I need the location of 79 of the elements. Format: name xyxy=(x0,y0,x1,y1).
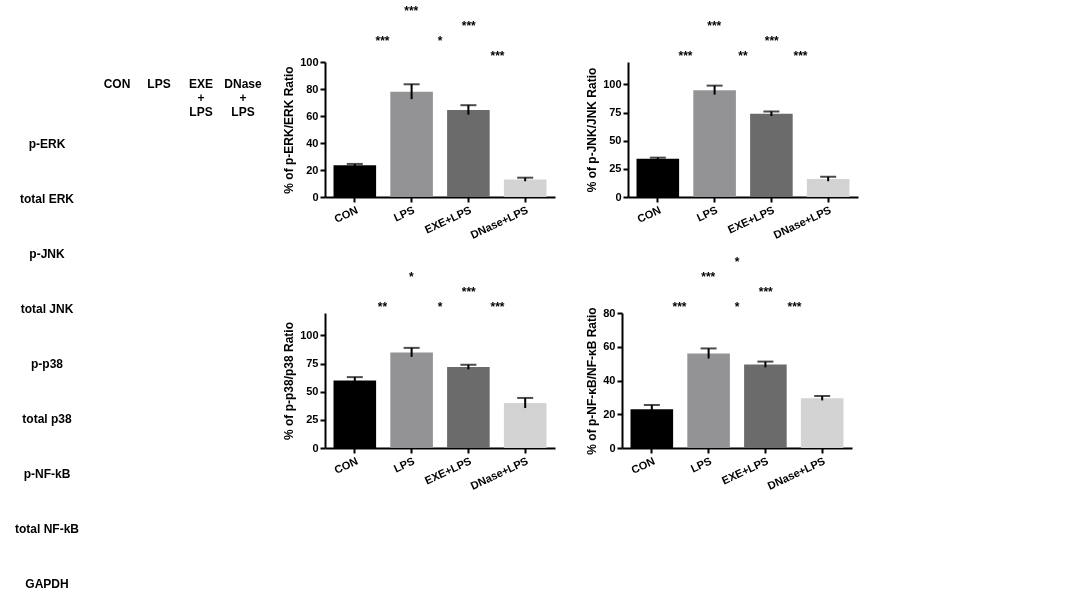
x-tick-label: LPS xyxy=(694,203,720,224)
y-tick-label: 75 xyxy=(306,357,319,370)
category-label: p-p38 xyxy=(30,357,64,371)
y-tick-label: 25 xyxy=(306,413,319,426)
annotation: *** xyxy=(490,300,505,314)
y-tick-label: 100 xyxy=(603,78,622,90)
annotation: *** xyxy=(672,300,687,314)
text: *** xyxy=(764,34,780,48)
annotation: * xyxy=(437,300,443,314)
x-tick-label: CON xyxy=(635,203,663,225)
annotation: *** xyxy=(490,49,505,63)
y-tick-label: 40 xyxy=(603,374,616,386)
y-tick-label: 60 xyxy=(306,109,319,122)
category-label: p-ERK xyxy=(28,137,66,151)
category-label: total NF-kB xyxy=(15,522,79,536)
y-tick-label: 75 xyxy=(609,106,622,119)
bar xyxy=(447,109,490,197)
y-tick-label: 0 xyxy=(609,441,616,454)
x-tick-label: LPS xyxy=(391,454,417,475)
annotation: *** xyxy=(678,49,693,63)
bar xyxy=(693,90,736,197)
text: * xyxy=(408,270,414,284)
text: * xyxy=(437,34,443,48)
y-tick-label: 100 xyxy=(300,55,319,68)
text: *** xyxy=(701,270,716,284)
category-label: p-JNK xyxy=(29,247,65,261)
annotation: *** xyxy=(793,49,808,63)
y-tick-label: 20 xyxy=(306,163,319,176)
text: *** xyxy=(461,285,477,299)
category-label: total JNK xyxy=(20,302,74,316)
annotation: * xyxy=(734,300,740,314)
y-tick-label: 80 xyxy=(306,82,319,95)
text: *** xyxy=(404,4,419,18)
annotation: ** xyxy=(377,300,388,314)
y-tick-label: 100 xyxy=(300,329,319,341)
text: * xyxy=(734,255,740,269)
bar xyxy=(503,179,547,197)
y-tick-label: 50 xyxy=(306,385,319,398)
y-axis-title: % of p-NF-κB/NF-κB Ratio xyxy=(585,307,600,455)
y-tick-label: 0 xyxy=(615,190,622,203)
text: *** xyxy=(758,285,774,299)
x-tick-label: LPS xyxy=(391,203,417,224)
category-label: total p38 xyxy=(22,412,72,426)
bar xyxy=(503,403,547,448)
bar xyxy=(744,364,787,448)
y-tick-label: 25 xyxy=(609,162,622,175)
y-axis-title: % of p-ERK/ERK Ratio xyxy=(282,66,297,194)
x-tick-label: LPS xyxy=(688,454,714,475)
text: *** xyxy=(375,34,390,48)
bar xyxy=(750,113,793,197)
category-label: GAPDH xyxy=(25,577,69,591)
y-tick-label: 20 xyxy=(603,407,616,420)
bar xyxy=(806,179,850,197)
y-tick-label: 0 xyxy=(312,441,319,454)
y-tick-label: 40 xyxy=(306,136,319,149)
category-label: EXE + LPS xyxy=(188,77,214,119)
category-label: CON xyxy=(103,77,131,91)
category-label: total ERK xyxy=(20,192,74,206)
y-axis-title: % of p-JNK/JNK Ratio xyxy=(585,67,600,193)
annotation: *** xyxy=(787,300,802,314)
bar xyxy=(447,367,490,448)
bar xyxy=(390,91,433,197)
y-tick-label: 50 xyxy=(609,134,622,147)
y-tick-label: 60 xyxy=(603,340,616,353)
text: *** xyxy=(707,19,722,33)
bar xyxy=(800,398,844,448)
y-tick-label: 80 xyxy=(603,306,616,319)
bar xyxy=(687,353,730,448)
x-tick-label: CON xyxy=(629,454,657,476)
bar xyxy=(390,352,433,448)
category-label: DNase + LPS xyxy=(224,77,262,119)
category-label: LPS xyxy=(147,77,171,91)
annotation: ** xyxy=(738,49,748,63)
text: *** xyxy=(461,19,477,33)
y-axis-title: % of p-p38/p38 Ratio xyxy=(282,321,297,441)
x-tick-label: CON xyxy=(332,454,360,476)
y-tick-label: 0 xyxy=(312,190,319,203)
x-tick-label: CON xyxy=(332,203,360,225)
category-label: p-NF-kB xyxy=(23,467,71,481)
